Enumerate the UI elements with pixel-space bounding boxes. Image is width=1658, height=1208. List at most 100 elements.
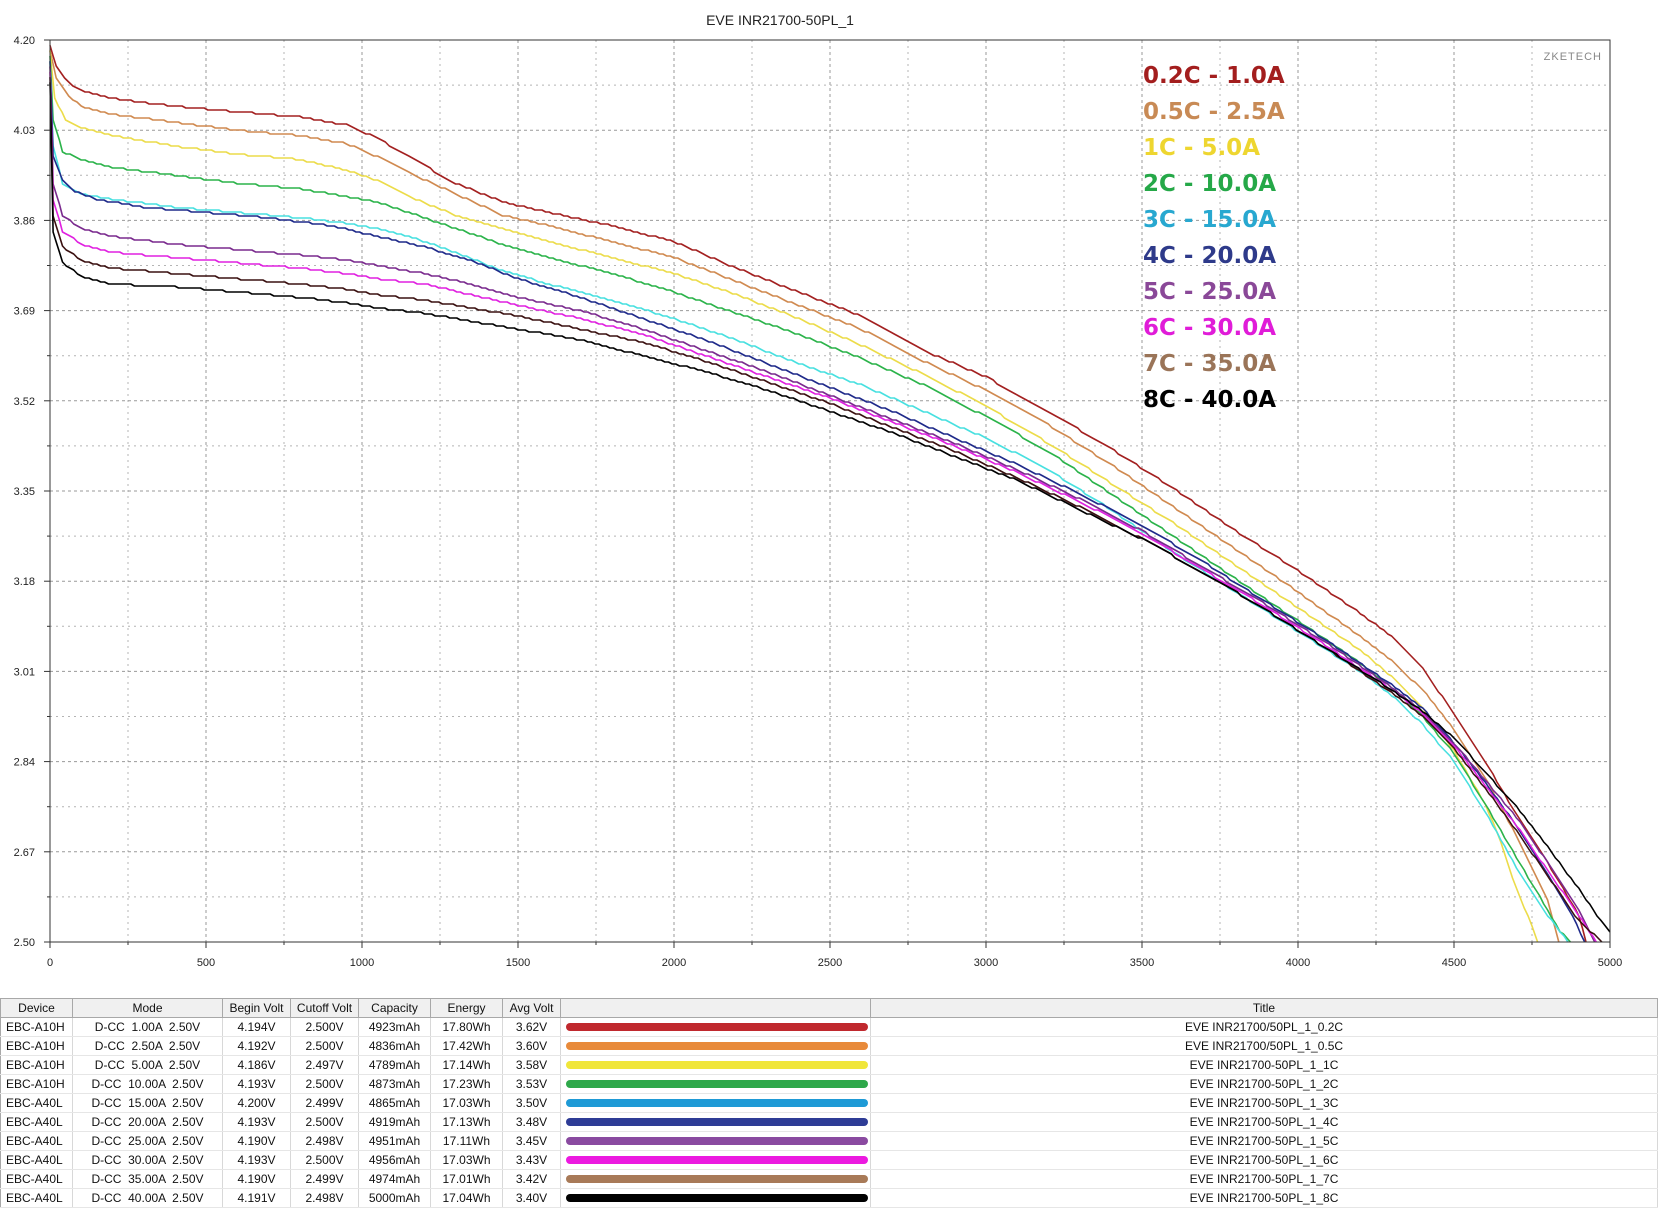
cell-avg-volt: 3.62V [502,1017,561,1037]
column-header-5[interactable]: Capacity [358,998,431,1018]
cell-cutoff-volt: 2.500V [290,1112,359,1132]
table-row[interactable]: EBC-A10H D-CC 10.00A 2.50V 4.193V 2.500V 487… [0,1074,1658,1094]
cell-title: EVE INR21700-50PL_1_6C [870,1150,1658,1170]
color-swatch [566,1080,868,1088]
cell-capacity: 4951mAh [358,1131,431,1151]
cell-color [560,1074,871,1094]
legend-entry-7: 5C - 25.0A [1143,279,1276,305]
column-header-1[interactable]: Device [0,998,73,1018]
series-line-8 [49,71,1597,943]
cell-color [560,1055,871,1075]
cell-device: EBC-A40L [0,1188,73,1208]
x-tick-label: 2000 [662,957,686,969]
cell-cutoff-volt: 2.500V [290,1074,359,1094]
cell-title: EVE INR21700-50PL_1_7C [870,1169,1658,1189]
cell-title: EVE INR21700-50PL_1_2C [870,1074,1658,1094]
cell-begin-volt: 4.190V [222,1131,291,1151]
cell-avg-volt: 3.43V [502,1150,561,1170]
table-row[interactable]: EBC-A10H D-CC 2.50A 2.50V 4.192V 2.500V 4836… [0,1036,1658,1056]
color-swatch [566,1023,868,1031]
cell-title: EVE INR21700/50PL_1_0.5C [870,1036,1658,1056]
y-tick-label: 3.69 [14,306,35,318]
series-line-2 [49,50,1560,943]
cell-mode: D-CC 25.00A 2.50V [72,1131,223,1151]
column-header-7[interactable]: Avg Volt [502,998,561,1018]
discharge-chart: EVE INR21700-50PL_1 0 500 1000 1500 2000 2500… [13,12,1623,969]
cell-begin-volt: 4.193V [222,1074,291,1094]
cell-avg-volt: 3.50V [502,1093,561,1113]
y-tick-label: 4.03 [14,125,35,137]
cell-mode: D-CC 20.00A 2.50V [72,1112,223,1132]
cell-title: EVE INR21700-50PL_1_3C [870,1093,1658,1113]
cell-cutoff-volt: 2.499V [290,1169,359,1189]
cell-mode: D-CC 35.00A 2.50V [72,1169,223,1189]
cell-energy: 17.23Wh [430,1074,503,1094]
cell-energy: 17.13Wh [430,1112,503,1132]
column-header-6[interactable]: Energy [430,998,503,1018]
color-swatch [566,1061,868,1069]
results-table: Device Mode Begin Volt Cutoff Volt Capacity E… [0,998,1658,1208]
zketech-watermark: ZKETECH [1544,51,1602,63]
cell-mode: D-CC 5.00A 2.50V [72,1055,223,1075]
table-row[interactable]: EBC-A40L D-CC 35.00A 2.50V 4.190V 2.499V 497… [0,1169,1658,1189]
cell-device: EBC-A10H [0,1074,73,1094]
x-tick-label: 500 [197,957,215,969]
cell-mode: D-CC 10.00A 2.50V [72,1074,223,1094]
cell-color [560,1169,871,1189]
x-tick-label: 3000 [974,957,998,969]
series-line-6 [49,61,1586,943]
cell-energy: 17.80Wh [430,1017,503,1037]
x-tick-label: 1500 [506,957,530,969]
series-line-5 [49,61,1569,943]
legend-entry-9: 7C - 35.0A [1143,351,1276,377]
cell-cutoff-volt: 2.498V [290,1188,359,1208]
cell-energy: 17.11Wh [430,1131,503,1151]
table-header-row: Device Mode Begin Volt Cutoff Volt Capacity E… [0,998,1658,1018]
color-swatch [566,1042,868,1050]
cell-begin-volt: 4.193V [222,1150,291,1170]
cell-capacity: 4974mAh [358,1169,431,1189]
column-header-3[interactable]: Begin Volt [222,998,291,1018]
cell-title: EVE INR21700-50PL_1_8C [870,1188,1658,1208]
color-swatch [566,1137,868,1145]
table-row[interactable]: EBC-A40L D-CC 30.00A 2.50V 4.193V 2.500V 495… [0,1150,1658,1170]
cell-title: EVE INR21700-50PL_1_5C [870,1131,1658,1151]
series-line-4 [49,55,1572,943]
chart-title: EVE INR21700-50PL_1 [706,12,854,28]
table-row[interactable]: EBC-A40L D-CC 15.00A 2.50V 4.200V 2.499V 486… [0,1093,1658,1113]
cell-device: EBC-A40L [0,1131,73,1151]
cell-capacity: 4836mAh [358,1036,431,1056]
cell-device: EBC-A40L [0,1150,73,1170]
cell-color [560,1017,871,1037]
table-row[interactable]: EBC-A40L D-CC 40.00A 2.50V 4.191V 2.498V 500… [0,1188,1658,1208]
cell-color [560,1188,871,1208]
cell-device: EBC-A10H [0,1017,73,1037]
legend-entry-4: 2C - 10.0A [1143,171,1276,197]
table-body: EBC-A10H D-CC 1.00A 2.50V 4.194V 2.500V 4923… [0,1017,1658,1208]
cell-cutoff-volt: 2.499V [290,1093,359,1113]
cell-avg-volt: 3.40V [502,1188,561,1208]
results-table-panel: Device Mode Begin Volt Cutoff Volt Capacity E… [0,998,1658,1208]
table-row[interactable]: EBC-A40L D-CC 20.00A 2.50V 4.193V 2.500V 491… [0,1112,1658,1132]
y-tick-label: 2.84 [14,757,35,769]
cell-cutoff-volt: 2.500V [290,1036,359,1056]
cell-title: EVE INR21700-50PL_1_4C [870,1112,1658,1132]
cell-mode: D-CC 15.00A 2.50V [72,1093,223,1113]
cell-begin-volt: 4.200V [222,1093,291,1113]
y-tick-label: 2.50 [14,937,35,949]
cell-color [560,1112,871,1132]
table-row[interactable]: EBC-A10H D-CC 1.00A 2.50V 4.194V 2.500V 4923… [0,1017,1658,1037]
cell-capacity: 4923mAh [358,1017,431,1037]
chart-area: EVE INR21700-50PL_1 0 500 1000 1500 2000 2500… [13,12,1623,969]
column-header-4[interactable]: Cutoff Volt [290,998,359,1018]
column-header-8[interactable] [560,998,871,1018]
column-header-2[interactable]: Mode [72,998,223,1018]
table-row[interactable]: EBC-A40L D-CC 25.00A 2.50V 4.190V 2.498V 495… [0,1131,1658,1151]
cell-energy: 17.42Wh [430,1036,503,1056]
cell-capacity: 5000mAh [358,1188,431,1208]
table-row[interactable]: EBC-A10H D-CC 5.00A 2.50V 4.186V 2.497V 4789… [0,1055,1658,1075]
cell-energy: 17.01Wh [430,1169,503,1189]
cell-capacity: 4873mAh [358,1074,431,1094]
column-header-9[interactable]: Title [870,998,1658,1018]
x-tick-label: 0 [47,957,53,969]
